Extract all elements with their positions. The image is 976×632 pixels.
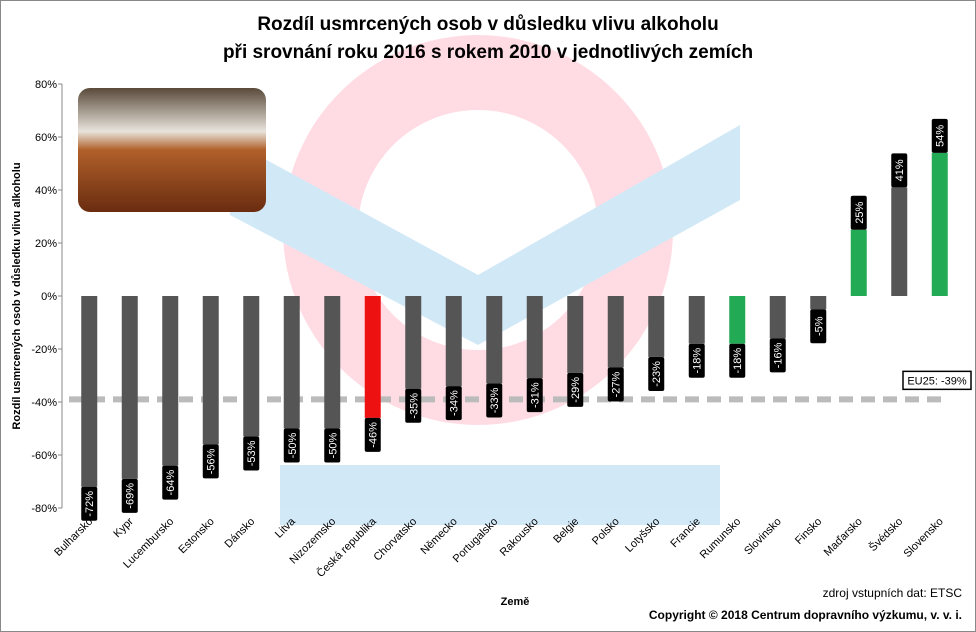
value-label-box <box>567 372 584 407</box>
value-label: -72% <box>84 491 96 517</box>
bar <box>648 296 665 357</box>
bar <box>324 296 341 429</box>
reference-box <box>902 370 972 391</box>
value-label: -46% <box>368 422 380 448</box>
value-label-box <box>931 118 948 153</box>
bar <box>769 296 786 339</box>
value-label: -69% <box>125 483 137 509</box>
value-label: -27% <box>611 371 623 397</box>
reference-label: EU25: -39% <box>907 375 967 387</box>
value-label-box <box>526 378 543 413</box>
value-label-box <box>688 343 705 378</box>
value-label-box <box>202 444 219 479</box>
value-label-box <box>324 428 341 463</box>
value-label-box <box>405 388 422 423</box>
value-label-box <box>445 386 462 421</box>
value-label: -56% <box>206 448 218 474</box>
y-tick-label: 40% <box>35 185 57 197</box>
value-label: -31% <box>530 382 542 408</box>
value-label-box <box>81 486 98 521</box>
y-tick-label: -40% <box>31 397 57 409</box>
value-label-box <box>283 428 300 463</box>
bar <box>243 296 260 437</box>
y-tick-label: -80% <box>31 503 57 515</box>
value-label: 25% <box>854 202 866 224</box>
value-label-box <box>364 417 381 452</box>
value-label-box <box>121 478 138 513</box>
value-label-box <box>810 309 827 344</box>
value-label: -23% <box>651 361 663 387</box>
value-label: -35% <box>408 393 420 419</box>
value-label: -33% <box>489 387 501 413</box>
bar <box>850 229 867 296</box>
bar <box>729 296 746 344</box>
copyright: Copyright © 2018 Centrum dopravního výzk… <box>649 608 962 622</box>
bar <box>364 296 381 418</box>
value-label: 54% <box>935 125 947 147</box>
value-label: -50% <box>327 432 339 458</box>
bar <box>931 152 948 296</box>
value-label-box <box>891 153 908 188</box>
value-label: -16% <box>773 342 785 368</box>
value-label-box <box>729 343 746 378</box>
y-tick-label: 60% <box>35 132 57 144</box>
value-label-box <box>850 195 867 230</box>
bar <box>567 296 584 373</box>
bar <box>688 296 705 344</box>
bar <box>607 296 624 368</box>
bar <box>283 296 300 429</box>
value-label: -64% <box>165 470 177 496</box>
value-label-box <box>769 338 786 373</box>
bar <box>405 296 422 389</box>
source: zdroj vstupních dat: ETSC <box>823 586 963 600</box>
value-label-box <box>486 383 503 418</box>
bar <box>121 296 138 479</box>
value-label: -18% <box>692 348 704 374</box>
bar <box>202 296 219 445</box>
bar <box>891 187 908 296</box>
value-label: 41% <box>894 159 906 181</box>
y-tick-label: -20% <box>31 344 57 356</box>
bar <box>486 296 503 384</box>
y-tick-label: 20% <box>35 238 57 250</box>
bar <box>810 296 827 310</box>
y-tick-label: -60% <box>31 450 57 462</box>
y-tick-label: 0% <box>41 291 57 303</box>
bar <box>81 296 98 487</box>
value-label-box <box>162 465 179 500</box>
bar <box>526 296 543 379</box>
value-label: -53% <box>246 440 258 466</box>
chart-title: Rozdíl usmrcených osob v důsledku vlivu … <box>257 14 718 35</box>
x-axis-label: Země <box>501 596 530 608</box>
value-label-box <box>607 367 624 402</box>
y-axis-label: Rozdíl usmrcených osob v důsledku vlivu … <box>11 162 23 429</box>
photo <box>78 88 266 212</box>
value-label-box <box>648 356 665 391</box>
value-label: -5% <box>813 316 825 336</box>
bar <box>162 296 179 466</box>
value-label: -18% <box>732 348 744 374</box>
value-label: -50% <box>287 432 299 458</box>
value-label: -34% <box>449 390 461 416</box>
chart-title: při srovnání roku 2016 s rokem 2010 v je… <box>223 42 753 63</box>
y-tick-label: 80% <box>35 79 57 91</box>
value-label: -29% <box>570 377 582 403</box>
value-label-box <box>243 436 260 471</box>
bar <box>445 296 462 387</box>
